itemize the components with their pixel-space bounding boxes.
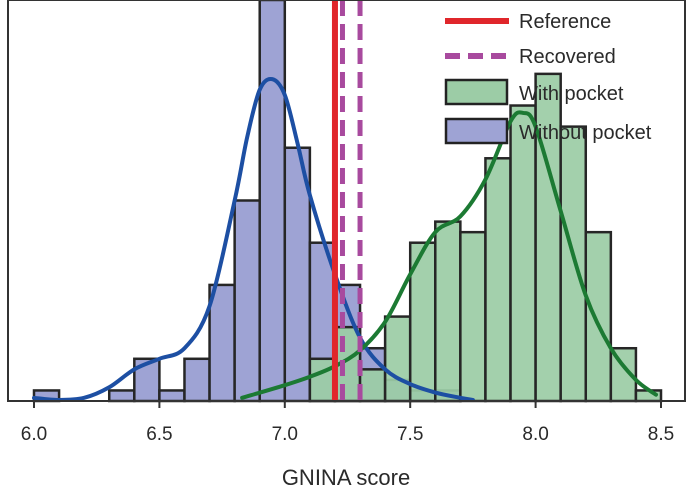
with-pocket-bar [358,368,387,403]
with-pocket-bar [559,125,588,403]
x-axis-ticks: 6.0 6.5 7.0 7.5 8.0 8.5 [21,401,674,445]
without-pocket-kde-curve [32,76,475,402]
x-tick-label: 8.0 [522,424,548,445]
without-pocket-bar [258,0,287,403]
without-pocket-bar [158,389,186,403]
legend: Reference Recovered With pocket Without … [444,11,652,145]
x-tick-label: 6.0 [21,424,47,445]
x-tick-label: 6.5 [146,424,172,445]
legend-with-pocket-label: With pocket [519,83,624,105]
without-pocket-bar [107,389,136,403]
with-pocket-bar [459,230,487,403]
legend-recovered-label: Recovered [519,46,616,68]
with-pocket-bar [434,220,462,403]
without-pocket-bar [233,199,261,403]
with-pocket-bar [584,230,613,403]
x-tick-label: 7.0 [272,424,298,445]
legend-with-pocket-swatch [444,78,509,106]
legend-without-pocket-swatch [444,117,509,145]
with-pocket-bar [408,241,437,403]
with-pocket-bar [534,72,562,403]
with-pocket-bar [484,157,512,403]
x-axis-title: GNINA score [282,465,410,490]
with-pocket-bar [308,357,337,403]
legend-without-pocket-label: Without pocket [519,122,652,144]
reference-lines [331,0,363,401]
without-pocket-bar [208,283,236,403]
legend-reference-label: Reference [519,11,611,33]
plot-area [32,0,663,403]
with-pocket-bars [308,72,663,403]
plot-frame [7,0,686,402]
with-pocket-bar [383,315,412,403]
x-tick-label: 7.5 [397,424,423,445]
with-pocket-bar [509,104,537,403]
x-tick-label: 8.5 [648,424,674,445]
without-pocket-bar [183,357,211,403]
